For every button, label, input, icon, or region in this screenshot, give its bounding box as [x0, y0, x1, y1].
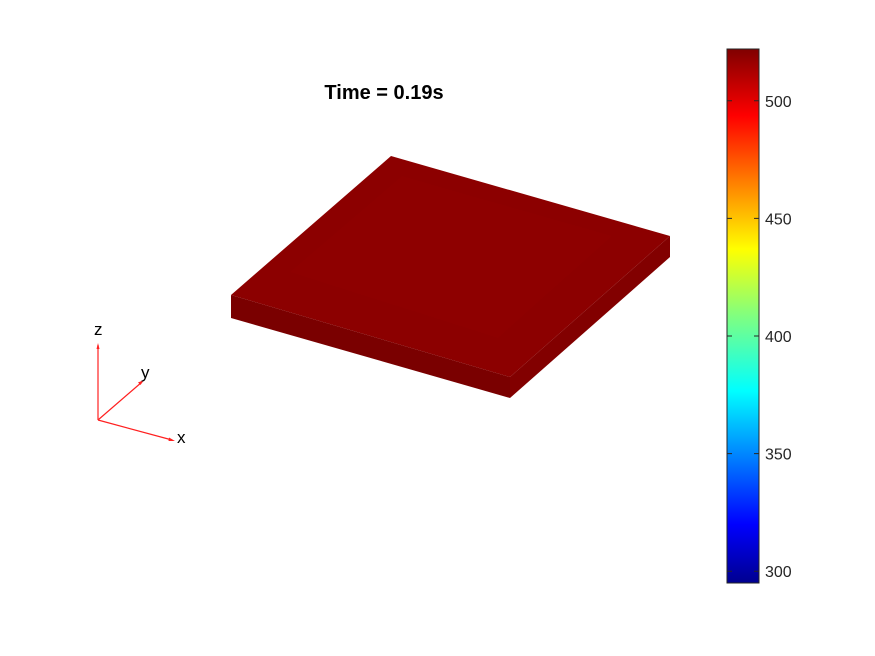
triad-y-axis: [97, 381, 143, 421]
plate-top-inner-shade: [290, 176, 612, 338]
triad-y-label: y: [141, 363, 150, 382]
triad-z-label: z: [94, 320, 103, 339]
triad-x-arrowhead: [168, 437, 175, 441]
plate-surface: [231, 156, 670, 398]
triad-x-axis: [97, 419, 173, 441]
colorbar-tick-label: 500: [765, 94, 792, 111]
plot-title: Time = 0.19s: [324, 82, 443, 104]
plate-right-face: [510, 236, 670, 398]
triad-y-arrowhead: [138, 380, 144, 385]
colorbar-gradient: [726, 48, 760, 584]
triad-z-arrowhead: [96, 343, 100, 349]
colorbar-tick-label: 300: [765, 564, 792, 581]
colorbar-tick-label: 350: [765, 447, 792, 464]
plate-front-face: [231, 295, 510, 398]
colorbar: 300 350 400 450 500: [726, 48, 792, 584]
colorbar-ticks: 300 350 400 450 500: [727, 94, 792, 581]
triad-x-label: x: [177, 428, 186, 447]
colorbar-tick-label: 400: [765, 329, 792, 346]
colorbar-tick-label: 450: [765, 211, 792, 228]
axes-triad: z y x: [94, 320, 186, 447]
